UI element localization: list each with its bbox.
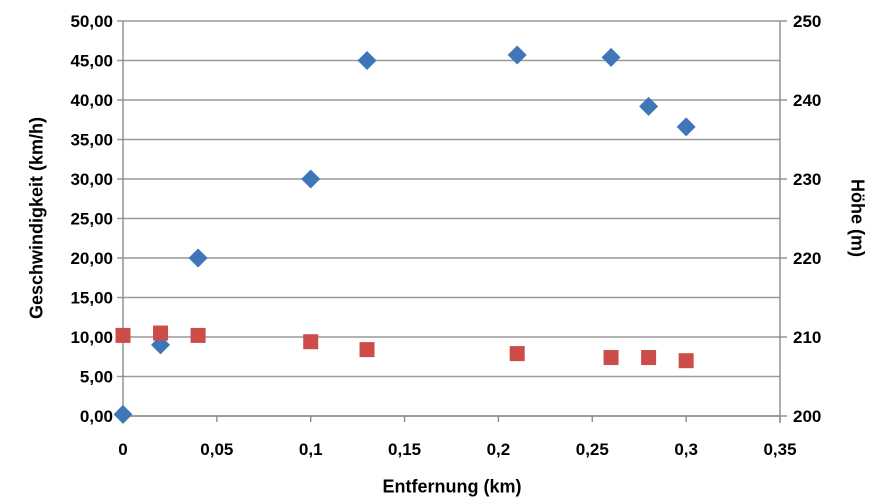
y-left-tick-label: 20,00 (70, 249, 113, 268)
data-point-geschwindigkeit[interactable] (113, 404, 133, 424)
y-left-tick-label: 25,00 (70, 210, 113, 229)
data-point-geschwindigkeit[interactable] (301, 169, 321, 189)
y-right-tick-label: 240 (793, 91, 821, 110)
y-right-tick-label: 250 (793, 12, 821, 31)
data-point-geschwindigkeit[interactable] (676, 117, 696, 137)
data-point-geschwindigkeit[interactable] (357, 51, 377, 70)
y-left-tick-label: 40,00 (70, 91, 113, 110)
data-point-hoehe[interactable] (678, 353, 694, 369)
x-tick-label: 0,05 (200, 440, 233, 459)
data-point-hoehe[interactable] (115, 327, 131, 343)
data-point-geschwindigkeit[interactable] (188, 248, 208, 268)
y-left-tick-label: 45,00 (70, 52, 113, 71)
data-point-geschwindigkeit[interactable] (639, 96, 659, 116)
data-point-hoehe[interactable] (641, 350, 657, 366)
y-right-tick-label: 230 (793, 170, 821, 189)
x-tick-label: 0,3 (674, 440, 698, 459)
data-point-geschwindigkeit[interactable] (601, 47, 621, 67)
data-point-hoehe[interactable] (603, 350, 619, 366)
data-point-geschwindigkeit[interactable] (507, 45, 527, 65)
data-point-hoehe[interactable] (190, 327, 206, 343)
x-tick-label: 0,2 (487, 440, 511, 459)
x-axis-title: Entfernung (km) (382, 476, 522, 497)
y-left-tick-label: 50,00 (70, 12, 113, 31)
y-left-tick-label: 0,00 (80, 407, 113, 426)
y-left-tick-label: 15,00 (70, 289, 113, 308)
data-point-hoehe[interactable] (303, 334, 319, 350)
y-right-tick-label: 200 (793, 407, 821, 426)
data-point-hoehe[interactable] (359, 342, 375, 358)
x-tick-label: 0,35 (763, 440, 796, 459)
data-point-hoehe[interactable] (509, 346, 525, 362)
y-left-tick-label: 10,00 (70, 328, 113, 347)
y-left-tick-label: 5,00 (80, 368, 113, 387)
x-tick-label: 0,15 (388, 440, 421, 459)
x-tick-label: 0 (118, 440, 127, 459)
x-tick-label: 0,1 (299, 440, 323, 459)
y-left-tick-label: 35,00 (70, 131, 113, 150)
x-tick-label: 0,25 (576, 440, 609, 459)
y-right-tick-label: 220 (793, 249, 821, 268)
data-point-hoehe[interactable] (153, 325, 169, 341)
y-left-tick-label: 30,00 (70, 170, 113, 189)
y-right-tick-label: 210 (793, 328, 821, 347)
